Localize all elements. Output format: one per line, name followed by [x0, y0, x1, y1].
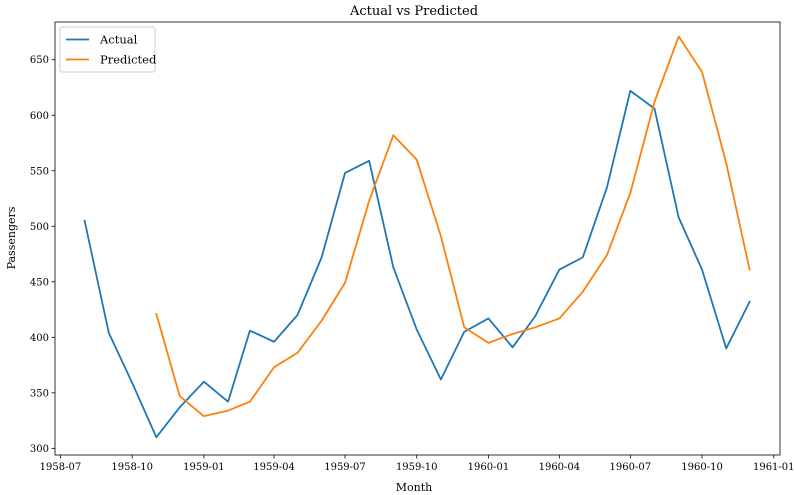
x-tick-label: 1961-01 — [753, 462, 795, 473]
y-tick-label: 600 — [30, 111, 49, 122]
x-tick-label: 1959-01 — [183, 462, 225, 473]
y-tick-label: 650 — [30, 55, 49, 66]
legend-label-predicted: Predicted — [100, 53, 157, 67]
legend-label-actual: Actual — [99, 33, 138, 47]
x-tick-label: 1959-04 — [253, 462, 295, 473]
y-tick-label: 350 — [30, 388, 49, 399]
y-tick-label: 500 — [30, 222, 49, 233]
x-tick-label: 1960-10 — [681, 462, 723, 473]
x-tick-label: 1960-07 — [610, 462, 652, 473]
chart-title: Actual vs Predicted — [349, 4, 478, 19]
y-tick-label: 400 — [30, 333, 49, 344]
x-tick-label: 1958-07 — [40, 462, 82, 473]
y-axis: 300 350 400 450 500 550 600 650 — [30, 55, 55, 455]
legend-box — [59, 26, 156, 73]
x-tick-label: 1960-01 — [468, 462, 510, 473]
y-axis-label: Passengers — [5, 206, 18, 269]
series-layer — [83, 35, 751, 439]
x-axis: 1958-07 1958-10 1959-01 1959-04 1959-07 1959-… — [40, 455, 795, 473]
x-tick-label: 1959-07 — [324, 462, 366, 473]
plot-frame — [54, 21, 781, 456]
y-tick-label: 450 — [30, 277, 49, 288]
x-tick-label: 1958-10 — [111, 462, 153, 473]
y-tick-label: 550 — [30, 166, 49, 177]
series-line-actual — [83, 89, 751, 439]
y-tick-label: 300 — [30, 444, 49, 455]
x-tick-label: 1959-10 — [396, 462, 438, 473]
x-tick-label: 1960-04 — [539, 462, 581, 473]
x-axis-label: Month — [396, 481, 432, 494]
plot-area — [54, 21, 781, 456]
series-line-predicted — [155, 35, 751, 418]
legend: Actual Predicted — [59, 26, 157, 73]
